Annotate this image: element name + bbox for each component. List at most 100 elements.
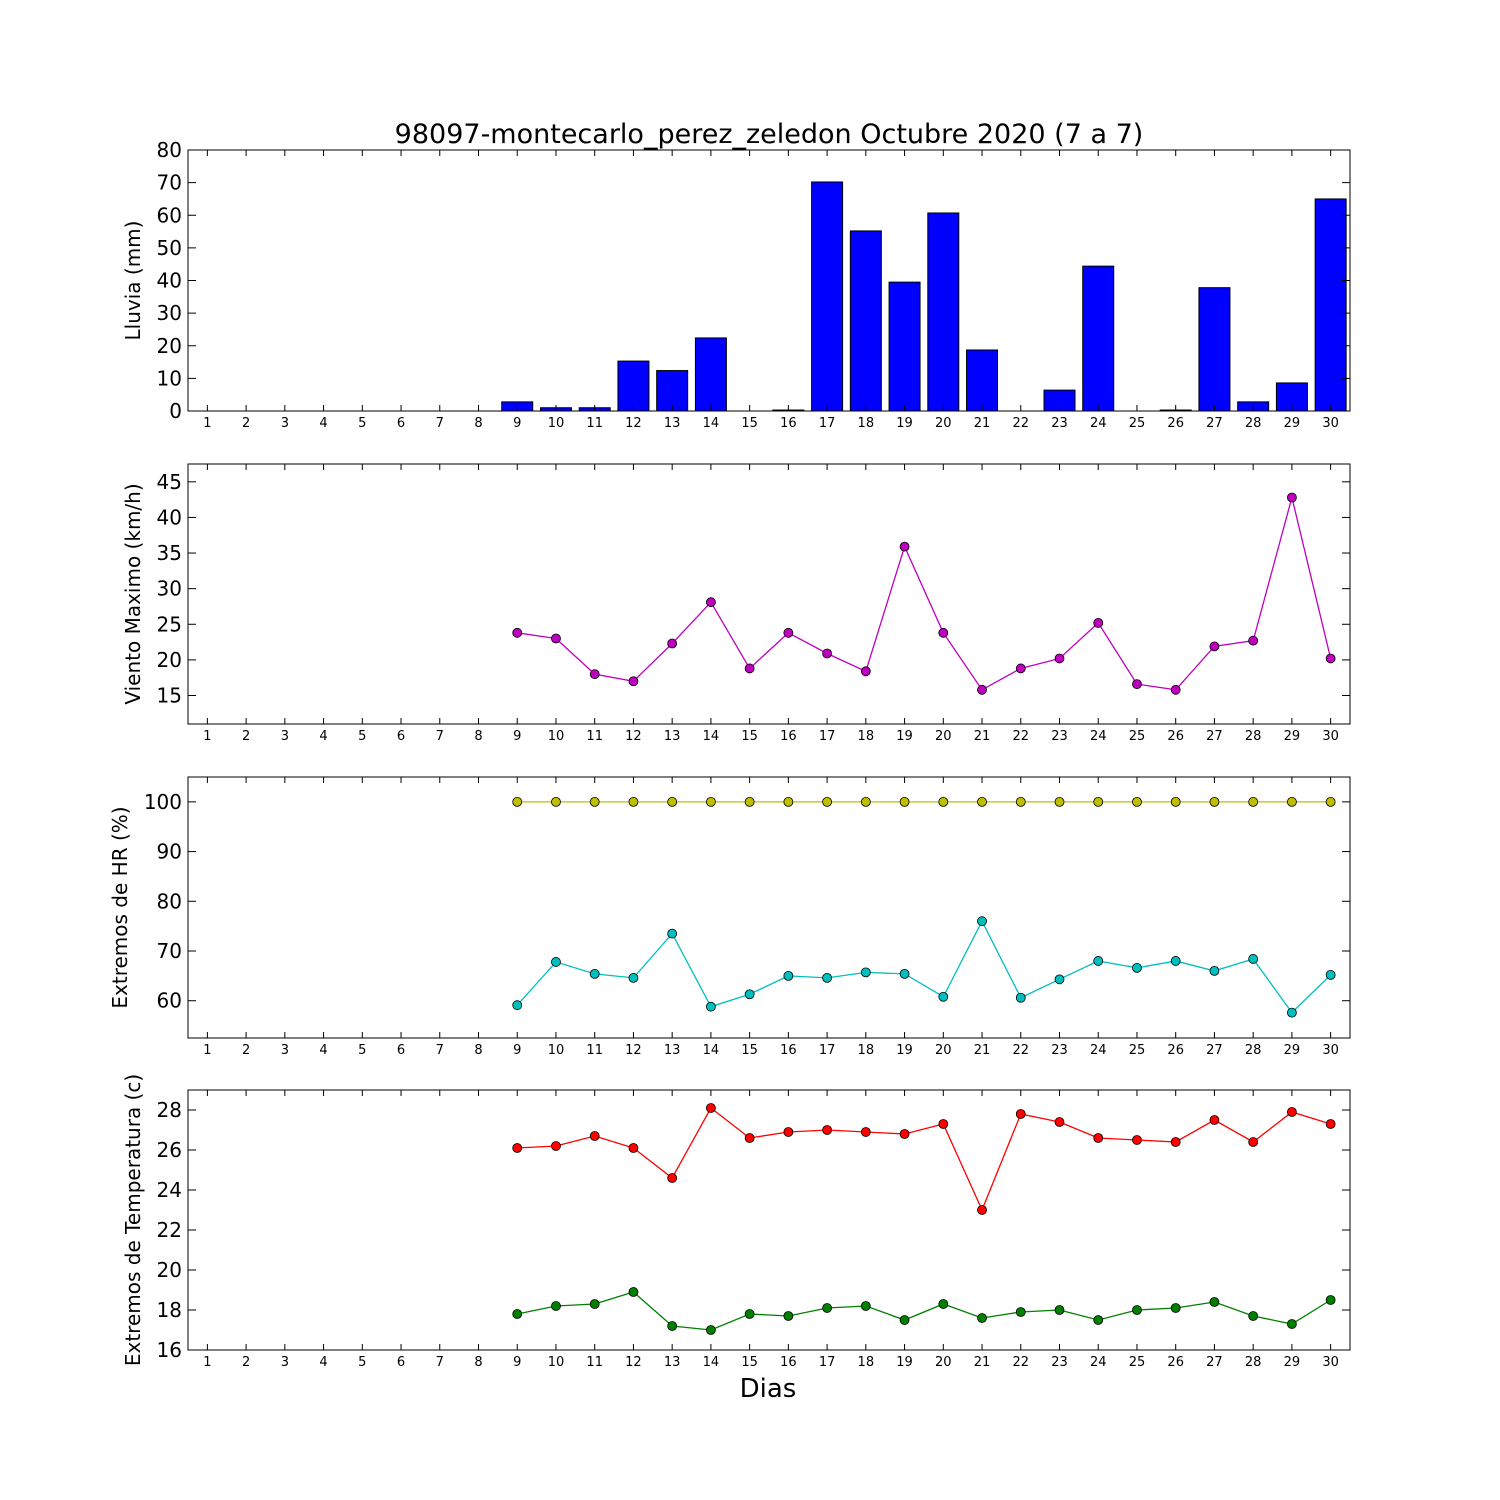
x-tick-label: 18 [858,416,875,431]
series-0-point-day-12 [628,796,639,807]
x-tick-label: 7 [436,416,444,431]
x-tick-label: 11 [586,729,603,744]
y-tick-label: 26 [157,1138,182,1162]
x-tick-label: 2 [242,729,250,744]
x-tick-label: 15 [741,1043,758,1058]
y-tick-label: 25 [157,612,182,636]
series-0-point-day-15 [744,796,755,807]
series-0-point-day-19 [899,1129,910,1139]
series-0-point-day-10 [551,633,561,644]
x-tick-label: 17 [819,1043,836,1058]
x-tick-label: 15 [741,416,758,431]
temperature-panel: 1 2 3 4 5 6 7 8 9 10 11 12 13 14 15 16 17 18 19 20 21 22 23 24 2… [121,1074,1351,1370]
x-tick-label: 12 [625,1355,642,1370]
series-0-point-day-17 [822,648,832,659]
series-line-1 [516,919,1332,1014]
series-1-point-day-23 [1054,974,1065,985]
series-0-point-day-21 [977,1205,987,1215]
y-tick-label: 45 [157,470,182,494]
bar-day-24 [1082,265,1115,412]
x-tick-label: 9 [513,416,521,431]
x-tick-label: 9 [513,1355,521,1370]
x-tick-label: 27 [1206,729,1223,744]
series-1-point-day-12 [628,972,639,983]
x-tick-label: 27 [1206,1043,1223,1058]
series-0-point-day-24 [1093,796,1104,807]
series-1-point-day-29 [1287,1007,1297,1018]
x-tick-label: 23 [1051,729,1068,744]
x-tick-label: 19 [896,1355,913,1370]
series-0-point-day-20 [938,1119,949,1129]
x-tick-label: 20 [935,1043,952,1058]
series-0-point-day-22 [1015,1109,1026,1119]
y-tick-label: 16 [157,1338,182,1362]
y-axis-label: Lluvia (mm) [121,221,145,341]
x-tick-label: 19 [896,1043,913,1058]
x-axis-label: Dias [740,1374,797,1404]
x-tick-label: 5 [358,416,366,431]
series-0-point-day-10 [551,796,561,807]
bar-day-17 [811,181,844,412]
series-0-point-day-19 [899,541,910,552]
series-0-point-day-22 [1015,796,1026,807]
x-tick-label: 6 [397,1355,405,1370]
series-1-point-day-14 [706,1001,716,1012]
x-tick-label: 13 [664,729,681,744]
x-tick-label: 23 [1051,1043,1068,1058]
x-tick-label: 11 [586,1043,603,1058]
x-tick-label: 16 [780,416,797,431]
bar-day-27 [1198,287,1231,412]
x-tick-label: 22 [1012,1043,1029,1058]
y-tick-label: 20 [157,648,182,672]
x-tick-label: 13 [664,416,681,431]
series-0-point-day-26 [1170,1137,1181,1147]
bar-day-12 [617,360,650,412]
series-0-point-day-13 [667,1173,678,1183]
series-0-point-day-29 [1287,492,1297,503]
series-1-point-day-21 [977,1313,987,1323]
series-1-point-day-26 [1170,956,1181,966]
x-tick-label: 17 [819,416,836,431]
x-tick-label: 3 [281,729,289,744]
series-1-point-day-25 [1132,963,1142,973]
x-tick-label: 3 [281,416,289,431]
x-tick-label: 14 [703,1043,720,1058]
x-tick-label: 8 [474,1355,482,1370]
series-1-point-day-22 [1015,1307,1026,1317]
plot-area [512,796,1336,1018]
x-tick-label: 18 [858,1043,875,1058]
series-1-point-day-15 [744,989,755,1000]
y-tick-label: 70 [157,171,182,195]
bar-day-19 [888,281,921,412]
x-tick-label: 8 [474,1043,482,1058]
x-tick-label: 26 [1167,1355,1184,1370]
series-1-point-day-13 [667,928,678,939]
x-tick-label: 13 [664,1043,681,1058]
y-tick-label: 40 [157,505,182,529]
y-tick-label: 20 [157,1258,182,1282]
series-0-point-day-20 [938,627,949,638]
series-0-point-day-27 [1209,641,1220,652]
series-1-point-day-23 [1054,1305,1065,1315]
x-tick-label: 25 [1129,416,1146,431]
series-1-point-day-9 [512,1309,523,1319]
series-0-point-day-18 [860,1127,871,1137]
x-tick-label: 14 [703,729,720,744]
series-0-point-day-10 [551,1141,561,1151]
series-0-point-day-12 [628,676,639,687]
series-0-point-day-24 [1093,1133,1104,1143]
y-tick-label: 70 [157,939,182,963]
x-tick-label: 6 [397,416,405,431]
series-0-point-day-29 [1287,1107,1297,1117]
series-1-point-day-18 [860,967,871,978]
series-1-point-day-30 [1325,1295,1336,1305]
series-1-point-day-30 [1325,969,1336,980]
series-0-point-day-14 [706,796,716,807]
series-0-point-day-23 [1054,653,1065,664]
axes-frame [187,463,1351,725]
series-1-point-day-12 [628,1287,639,1297]
series-0-point-day-30 [1325,796,1336,807]
series-0-point-day-25 [1132,679,1142,690]
series-1-point-day-28 [1248,1311,1259,1321]
x-tick-label: 25 [1129,1043,1146,1058]
